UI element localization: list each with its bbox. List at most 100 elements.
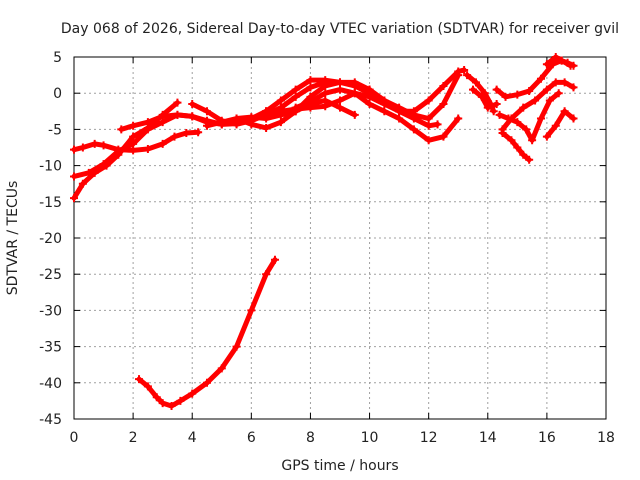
data-point <box>336 85 344 94</box>
data-point <box>276 96 285 105</box>
series-arc-16 <box>542 107 578 141</box>
y-tick-label: -20 <box>39 231 62 247</box>
chart-title: Day 068 of 2026, Sidereal Day-to-day VTE… <box>61 21 619 37</box>
data-series <box>70 53 578 410</box>
series-arc-1 <box>70 128 203 155</box>
data-point <box>247 306 256 315</box>
data-point <box>291 107 300 116</box>
data-point <box>152 393 161 402</box>
y-tick-label: -25 <box>39 267 62 283</box>
data-point <box>232 342 241 351</box>
series-line <box>470 87 500 111</box>
data-point <box>504 114 513 123</box>
data-point <box>439 132 448 141</box>
data-point <box>321 76 330 85</box>
data-point <box>528 136 537 145</box>
data-point <box>365 89 374 98</box>
data-point <box>247 113 256 122</box>
x-tick-label: 2 <box>129 430 138 446</box>
data-point <box>217 364 226 373</box>
y-tick-label: -15 <box>39 195 62 211</box>
data-point <box>306 83 315 92</box>
data-point <box>560 107 569 116</box>
data-point <box>173 110 182 119</box>
data-point <box>276 110 285 119</box>
data-point <box>560 78 569 87</box>
series-arc-7 <box>262 76 442 130</box>
data-point <box>182 129 191 138</box>
y-tick-label: 5 <box>53 50 62 66</box>
data-point <box>489 107 498 116</box>
data-point <box>291 85 300 94</box>
data-point <box>439 100 448 109</box>
data-point <box>158 399 167 408</box>
data-point <box>557 56 566 65</box>
data-point <box>424 121 433 130</box>
data-point <box>129 139 138 148</box>
data-point <box>70 194 78 203</box>
data-point <box>117 125 126 134</box>
data-point <box>350 81 359 90</box>
data-point <box>114 147 123 156</box>
data-point <box>531 96 540 105</box>
data-point <box>525 87 534 96</box>
data-point <box>170 132 179 141</box>
data-point <box>291 92 300 101</box>
data-point <box>569 114 578 123</box>
series-arc-18 <box>135 255 279 410</box>
data-point <box>542 60 551 69</box>
data-point <box>433 120 442 129</box>
x-tick-label: 6 <box>247 430 256 446</box>
y-tick-label: -30 <box>39 303 62 319</box>
data-point <box>424 114 433 123</box>
data-point <box>167 401 176 410</box>
data-point <box>84 168 93 177</box>
data-point <box>454 71 463 80</box>
data-point <box>477 92 486 101</box>
data-point <box>270 255 279 264</box>
data-point <box>262 270 271 279</box>
data-point <box>522 125 531 134</box>
data-point <box>519 103 528 112</box>
data-point <box>176 396 185 405</box>
axes: 0 2 4 6 8 10 12 14 16 18 5 0 -5 -10 -15 -20 -25 -30 -35 -40… <box>39 50 615 446</box>
data-point <box>336 103 344 112</box>
data-point <box>321 96 330 105</box>
data-point <box>395 107 404 116</box>
x-tick-label: 8 <box>306 430 315 446</box>
data-point <box>536 74 545 83</box>
data-point <box>554 89 563 98</box>
data-point <box>424 136 433 145</box>
data-point <box>247 120 256 129</box>
x-tick-label: 14 <box>479 430 497 446</box>
data-point <box>365 100 374 109</box>
data-point <box>203 107 211 116</box>
data-point <box>542 85 551 94</box>
series-line <box>544 108 576 140</box>
data-point <box>513 143 522 152</box>
data-point <box>507 136 516 145</box>
y-tick-label: -40 <box>39 376 62 392</box>
data-point <box>501 92 510 101</box>
data-point <box>99 141 108 150</box>
data-point <box>306 76 315 85</box>
series-arc-17 <box>542 53 578 70</box>
data-point <box>188 112 197 121</box>
data-point <box>232 114 241 123</box>
data-point <box>306 100 315 109</box>
data-point <box>188 100 197 109</box>
series-arc-8 <box>291 85 463 145</box>
data-point <box>70 172 78 181</box>
data-point <box>563 58 572 67</box>
data-point <box>551 53 560 61</box>
series-arc-11 <box>469 85 501 112</box>
data-point <box>129 132 138 141</box>
data-point <box>194 128 203 137</box>
series-arc-14 <box>495 89 563 145</box>
data-point <box>536 114 545 123</box>
x-tick-label: 12 <box>420 430 438 446</box>
series-arc-9 <box>203 96 359 130</box>
data-point <box>135 375 144 384</box>
data-point <box>99 160 108 169</box>
